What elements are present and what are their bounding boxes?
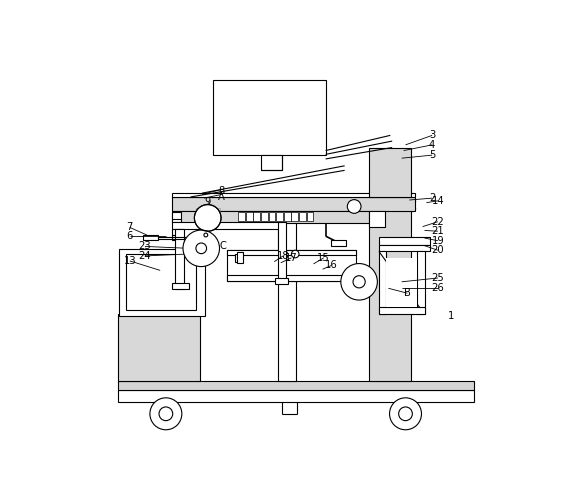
Text: 24: 24 (139, 251, 151, 261)
Circle shape (399, 407, 412, 421)
Text: C: C (219, 241, 226, 250)
Bar (172, 210, 369, 223)
Text: A: A (218, 192, 225, 202)
Text: 1: 1 (448, 311, 454, 321)
Circle shape (389, 398, 422, 430)
Text: 9: 9 (204, 197, 211, 207)
Text: 23: 23 (139, 242, 151, 251)
Bar (227, 250, 356, 281)
Bar (227, 250, 356, 255)
Bar (175, 229, 184, 289)
Bar (172, 229, 183, 236)
Bar (235, 254, 242, 262)
Bar (306, 212, 313, 221)
Bar (276, 212, 283, 221)
Text: B: B (404, 288, 411, 298)
Text: 25: 25 (431, 273, 444, 283)
Bar (172, 283, 189, 289)
Text: 19: 19 (431, 236, 444, 246)
Circle shape (204, 233, 208, 237)
Text: 5: 5 (429, 150, 435, 160)
Circle shape (347, 200, 361, 213)
Bar (379, 245, 430, 251)
Bar (331, 240, 346, 246)
Text: 3: 3 (429, 130, 435, 140)
Text: 17: 17 (285, 253, 298, 263)
Bar (246, 212, 253, 221)
Bar (379, 251, 386, 314)
Bar (369, 148, 411, 197)
Text: 14: 14 (431, 196, 444, 206)
Bar (278, 222, 286, 281)
Circle shape (341, 263, 377, 300)
Bar (417, 251, 425, 314)
Bar (379, 307, 425, 314)
Bar (118, 314, 200, 381)
Text: 15: 15 (317, 253, 330, 263)
Text: 6: 6 (127, 231, 133, 241)
Bar (118, 390, 474, 402)
Bar (172, 222, 279, 229)
Text: 8: 8 (218, 186, 224, 196)
Circle shape (196, 243, 207, 253)
Bar (126, 254, 196, 310)
Bar (214, 80, 325, 155)
Bar (253, 212, 260, 221)
Text: 20: 20 (431, 245, 444, 255)
Bar (268, 212, 275, 221)
Bar (172, 197, 415, 211)
Bar (261, 212, 268, 221)
Bar (379, 237, 430, 245)
Text: 18: 18 (276, 251, 289, 261)
Text: 7: 7 (127, 222, 133, 232)
Text: 22: 22 (431, 217, 444, 227)
Circle shape (183, 230, 219, 267)
Bar (237, 252, 243, 263)
Bar (227, 275, 356, 281)
Text: 21: 21 (431, 226, 444, 236)
Circle shape (353, 276, 365, 288)
Bar (261, 155, 282, 169)
Text: 26: 26 (431, 283, 444, 293)
Bar (278, 204, 296, 381)
Bar (172, 212, 181, 222)
Text: 16: 16 (325, 260, 338, 270)
Text: 13: 13 (123, 256, 136, 266)
Bar (172, 235, 179, 240)
Circle shape (159, 407, 173, 421)
Bar (118, 381, 474, 390)
Bar (238, 212, 245, 221)
Circle shape (194, 205, 221, 231)
Bar (369, 191, 411, 381)
Circle shape (291, 250, 299, 258)
Bar (119, 249, 205, 316)
Bar (291, 212, 298, 221)
Bar (386, 258, 417, 307)
Bar (275, 278, 289, 285)
Circle shape (150, 398, 182, 430)
Text: 2: 2 (429, 193, 435, 203)
Bar (369, 211, 385, 227)
Bar (172, 193, 415, 197)
Text: 4: 4 (429, 140, 435, 150)
Bar (299, 212, 306, 221)
Bar (143, 235, 158, 240)
Bar (284, 212, 291, 221)
